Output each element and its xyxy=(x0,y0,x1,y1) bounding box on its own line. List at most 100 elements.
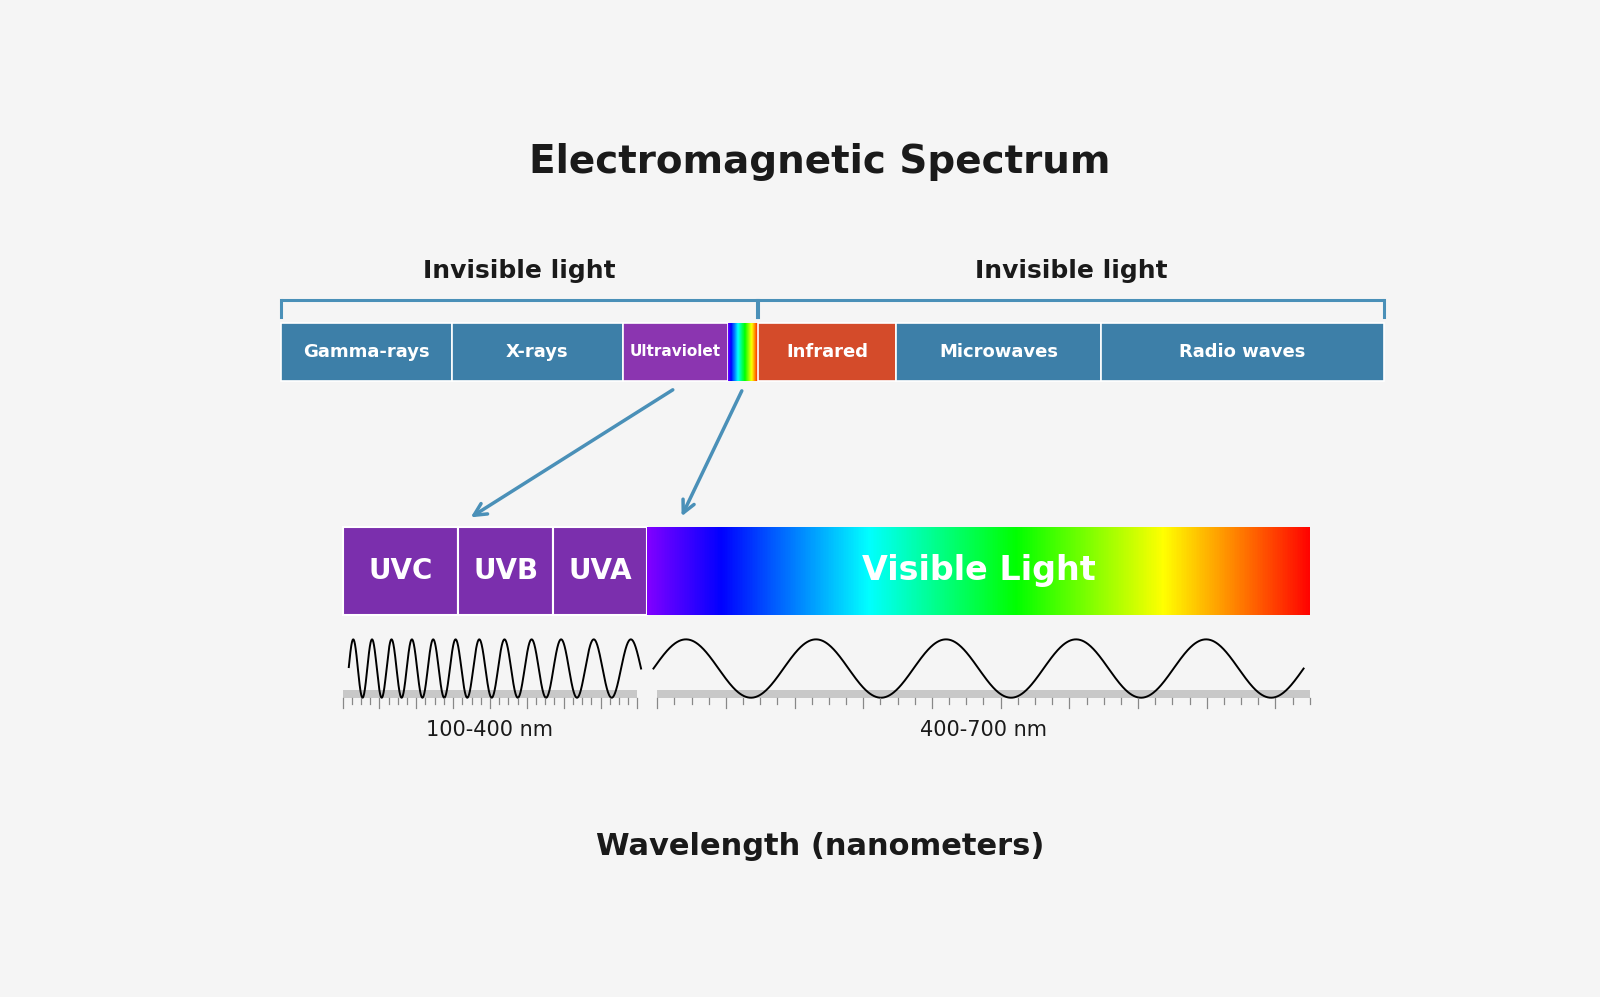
Bar xyxy=(1070,526,1072,615)
Bar xyxy=(973,526,976,615)
Bar xyxy=(814,526,818,615)
Bar xyxy=(757,526,758,615)
Bar xyxy=(714,526,715,615)
Bar xyxy=(1030,526,1032,615)
Bar xyxy=(989,526,990,615)
Bar xyxy=(942,526,944,615)
Bar xyxy=(874,526,877,615)
Bar xyxy=(1214,526,1216,615)
Bar xyxy=(678,526,682,615)
Bar xyxy=(1218,526,1219,615)
Bar xyxy=(1147,526,1150,615)
Bar xyxy=(1082,526,1083,615)
Bar xyxy=(1146,526,1149,615)
Bar xyxy=(1090,526,1091,615)
Bar xyxy=(1301,526,1304,615)
Bar xyxy=(878,526,882,615)
Bar xyxy=(861,526,864,615)
Bar xyxy=(1133,526,1134,615)
Bar xyxy=(688,526,691,615)
Bar xyxy=(1202,526,1205,615)
Bar xyxy=(675,526,678,615)
Bar xyxy=(926,526,930,615)
Bar xyxy=(1208,526,1211,615)
Bar xyxy=(554,526,648,615)
Bar xyxy=(899,526,901,615)
Text: Visible Light: Visible Light xyxy=(862,554,1096,587)
Bar xyxy=(904,526,906,615)
Bar xyxy=(758,323,896,381)
Bar xyxy=(771,526,774,615)
Bar xyxy=(914,526,917,615)
Bar xyxy=(1112,526,1115,615)
Bar xyxy=(918,526,922,615)
Bar xyxy=(1203,526,1206,615)
Bar xyxy=(986,526,987,615)
Bar xyxy=(1014,526,1018,615)
Text: 100-400 nm: 100-400 nm xyxy=(427,720,554,740)
Bar xyxy=(694,526,696,615)
Bar xyxy=(936,526,938,615)
Bar xyxy=(342,526,458,615)
Bar xyxy=(1261,526,1262,615)
Bar xyxy=(1027,526,1029,615)
Bar xyxy=(741,526,742,615)
Bar xyxy=(923,526,926,615)
Bar xyxy=(1019,526,1022,615)
Bar xyxy=(1254,526,1258,615)
Text: UVB: UVB xyxy=(474,556,538,584)
Bar xyxy=(838,526,840,615)
Bar xyxy=(1232,526,1234,615)
Bar xyxy=(1149,526,1152,615)
Bar xyxy=(1283,526,1285,615)
Bar xyxy=(1114,526,1117,615)
Bar xyxy=(784,526,787,615)
Bar xyxy=(949,526,950,615)
Bar xyxy=(722,526,725,615)
Bar xyxy=(1035,526,1037,615)
Bar xyxy=(789,526,790,615)
Bar xyxy=(451,323,622,381)
Bar xyxy=(867,526,870,615)
Bar xyxy=(1229,526,1230,615)
Bar xyxy=(656,526,658,615)
Bar xyxy=(912,526,915,615)
Bar xyxy=(872,526,875,615)
Bar xyxy=(1242,526,1245,615)
Text: Invisible light: Invisible light xyxy=(974,259,1168,283)
Bar xyxy=(1282,526,1283,615)
Bar xyxy=(1174,526,1176,615)
Bar xyxy=(869,526,872,615)
Bar xyxy=(800,526,802,615)
Bar xyxy=(730,526,733,615)
Bar xyxy=(1010,526,1013,615)
Bar xyxy=(898,526,899,615)
Bar xyxy=(830,526,834,615)
Bar xyxy=(915,526,918,615)
Bar xyxy=(934,526,936,615)
Bar xyxy=(1195,526,1198,615)
Bar xyxy=(994,526,995,615)
Bar xyxy=(938,526,939,615)
Bar xyxy=(763,526,765,615)
Bar xyxy=(1038,526,1040,615)
Bar xyxy=(1299,526,1302,615)
Bar xyxy=(1109,526,1112,615)
Bar xyxy=(1075,526,1077,615)
Bar xyxy=(766,526,770,615)
Bar xyxy=(726,526,730,615)
Bar xyxy=(1117,526,1118,615)
Bar xyxy=(954,526,955,615)
Bar xyxy=(754,526,755,615)
Bar xyxy=(773,526,776,615)
Bar xyxy=(856,526,858,615)
Bar xyxy=(1155,526,1158,615)
Text: Wavelength (nanometers): Wavelength (nanometers) xyxy=(595,832,1045,861)
Bar xyxy=(1197,526,1200,615)
Bar xyxy=(901,526,902,615)
Bar xyxy=(1190,526,1194,615)
Bar xyxy=(1309,526,1310,615)
Bar xyxy=(680,526,683,615)
Text: Gamma-rays: Gamma-rays xyxy=(302,343,429,361)
Bar xyxy=(1162,526,1165,615)
